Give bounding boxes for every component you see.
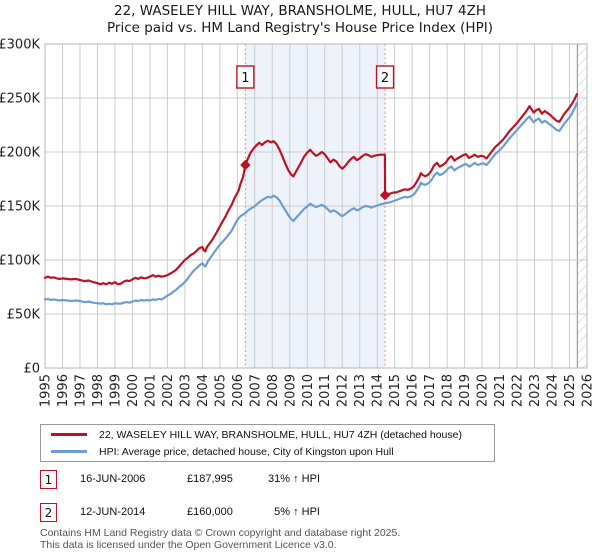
sale-1-date: 16-JUN-2006 bbox=[80, 473, 146, 485]
chart-legend: 22, WASELEY HILL WAY, BRANSHOLME, HULL, … bbox=[40, 424, 495, 462]
sale-flag-number: 1 bbox=[241, 71, 249, 86]
x-axis-tick-label: 2020 bbox=[476, 374, 491, 407]
y-axis-tick-label: £150K bbox=[0, 200, 40, 215]
x-axis-tick-label: 2014 bbox=[371, 374, 386, 407]
sale-2-hpi-delta: 5% ↑ HPI bbox=[274, 506, 320, 518]
sale-flag-box bbox=[236, 65, 255, 89]
chart-header: 22, WASELEY HILL WAY, BRANSHOLME, HULL, … bbox=[0, 3, 600, 37]
page-title: 22, WASELEY HILL WAY, BRANSHOLME, HULL, … bbox=[113, 3, 486, 19]
sale-1-hpi-delta: 31% ↑ HPI bbox=[268, 473, 320, 485]
y-axis-tick-label: £250K bbox=[0, 92, 40, 107]
sale-point-marker bbox=[240, 159, 251, 171]
license-footer: Contains HM Land Registry data © Crown c… bbox=[40, 527, 580, 551]
y-axis-tick-label: £300K bbox=[0, 38, 40, 53]
x-axis-tick-label: 2009 bbox=[283, 374, 298, 407]
x-axis-tick-label: 2001 bbox=[143, 374, 158, 407]
y-axis-tick-label: £50K bbox=[7, 308, 41, 323]
sale-1-price: £187,995 bbox=[187, 473, 233, 485]
x-axis-tick-label: 2022 bbox=[511, 374, 526, 407]
sale-row-2: 2 12-JUN-2014 £160,000 5% ↑ HPI bbox=[0, 503, 600, 524]
x-axis-tick-label: 2017 bbox=[423, 374, 438, 407]
legend-label-hpi: HPI: Average price, detached house, City… bbox=[99, 445, 394, 458]
y-axis-tick-label: £100K bbox=[0, 254, 40, 269]
x-axis-tick-label: 2018 bbox=[441, 374, 456, 407]
y-axis-tick-label: £200K bbox=[0, 146, 40, 161]
footer-line-1: Contains HM Land Registry data © Crown c… bbox=[40, 527, 401, 539]
x-axis-tick-label: 2015 bbox=[388, 374, 403, 407]
x-axis-tick-label: 2007 bbox=[248, 374, 263, 407]
x-axis-tick-label: 2006 bbox=[231, 374, 246, 407]
x-axis-tick-label: 2016 bbox=[406, 374, 421, 407]
x-axis-tick-label: 2011 bbox=[318, 374, 333, 407]
hpi-line bbox=[43, 101, 579, 306]
x-axis-tick-label: 2019 bbox=[458, 374, 473, 407]
x-axis-tick-label: 1998 bbox=[91, 374, 106, 407]
x-axis-tick-label: 2010 bbox=[301, 374, 316, 407]
sale-1-badge: 1 bbox=[40, 470, 57, 489]
property-line-swatch bbox=[51, 433, 87, 436]
x-axis-tick-label: 1997 bbox=[73, 374, 88, 407]
x-axis-tick-label: 2000 bbox=[126, 374, 141, 407]
sale-row-1: 1 16-JUN-2006 £187,995 31% ↑ HPI bbox=[0, 470, 600, 491]
sale-flag-number: 2 bbox=[381, 71, 389, 86]
x-axis-tick-label: 2005 bbox=[213, 374, 228, 407]
page-subtitle: Price paid vs. HM Land Registry's House … bbox=[107, 20, 493, 36]
sale-point-marker bbox=[379, 190, 391, 201]
x-axis-tick-label: 2002 bbox=[161, 374, 176, 407]
x-axis-tick-label: 2004 bbox=[196, 374, 211, 407]
sale-2-date: 12-JUN-2014 bbox=[80, 506, 146, 518]
x-axis-tick-label: 2008 bbox=[266, 374, 281, 407]
sale-flag-box bbox=[375, 65, 395, 89]
footer-line-2: This data is licensed under the Open Gov… bbox=[40, 538, 337, 551]
property-price-line bbox=[43, 93, 579, 286]
legend-label-property: 22, WASELEY HILL WAY, BRANSHOLME, HULL, … bbox=[99, 428, 462, 441]
x-axis-tick-label: 2026 bbox=[581, 374, 596, 407]
y-axis-tick-label: £0 bbox=[23, 362, 40, 377]
sale-2-price: £160,000 bbox=[187, 506, 233, 518]
x-axis-tick-label: 2021 bbox=[493, 374, 508, 407]
x-axis-tick-label: 2012 bbox=[336, 374, 351, 407]
sale-2-badge: 2 bbox=[40, 503, 57, 522]
x-axis-tick-label: 2013 bbox=[353, 374, 368, 407]
legend-row-hpi: HPI: Average price, detached house, City… bbox=[41, 445, 494, 459]
legend-row-property: 22, WASELEY HILL WAY, BRANSHOLME, HULL, … bbox=[41, 428, 494, 442]
hpi-line-swatch bbox=[51, 450, 87, 453]
x-axis-tick-label: 2003 bbox=[178, 374, 193, 407]
x-axis-tick-label: 1996 bbox=[56, 374, 71, 407]
x-axis-tick-label: 2023 bbox=[528, 374, 543, 407]
x-axis-tick-label: 2024 bbox=[546, 374, 561, 407]
x-axis-tick-label: 1995 bbox=[39, 374, 54, 407]
x-axis-tick-label: 2025 bbox=[563, 374, 578, 407]
x-axis-tick-label: 1999 bbox=[108, 374, 123, 407]
